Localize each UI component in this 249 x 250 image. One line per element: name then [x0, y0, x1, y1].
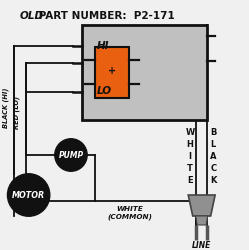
Text: RED (LO): RED (LO) [14, 96, 20, 129]
Text: A: A [210, 152, 217, 161]
Text: T: T [187, 164, 193, 173]
Text: MOTOR: MOTOR [12, 190, 45, 200]
Text: OLD: OLD [20, 11, 44, 21]
Text: PART NUMBER:  P2-171: PART NUMBER: P2-171 [35, 11, 175, 21]
Text: HI: HI [97, 41, 110, 51]
Polygon shape [188, 195, 215, 216]
Text: K: K [210, 176, 216, 185]
Bar [82, 25, 207, 120]
Text: LO: LO [97, 86, 112, 97]
Text: LINE: LINE [192, 241, 211, 250]
Text: C: C [210, 164, 216, 173]
Text: I: I [188, 152, 191, 161]
Circle shape [7, 174, 50, 216]
Text: L: L [211, 140, 216, 149]
Bar [95, 48, 129, 98]
Circle shape [55, 139, 87, 171]
Text: E: E [187, 176, 193, 185]
Text: B: B [210, 128, 216, 137]
Text: BLACK (HI): BLACK (HI) [2, 87, 9, 128]
Text: PUMP: PUMP [59, 150, 83, 160]
Text: +: + [108, 66, 116, 76]
Text: H: H [187, 140, 193, 149]
Text: W: W [186, 128, 195, 137]
Text: WHITE
(COMMON): WHITE (COMMON) [107, 206, 152, 220]
Polygon shape [196, 216, 208, 225]
